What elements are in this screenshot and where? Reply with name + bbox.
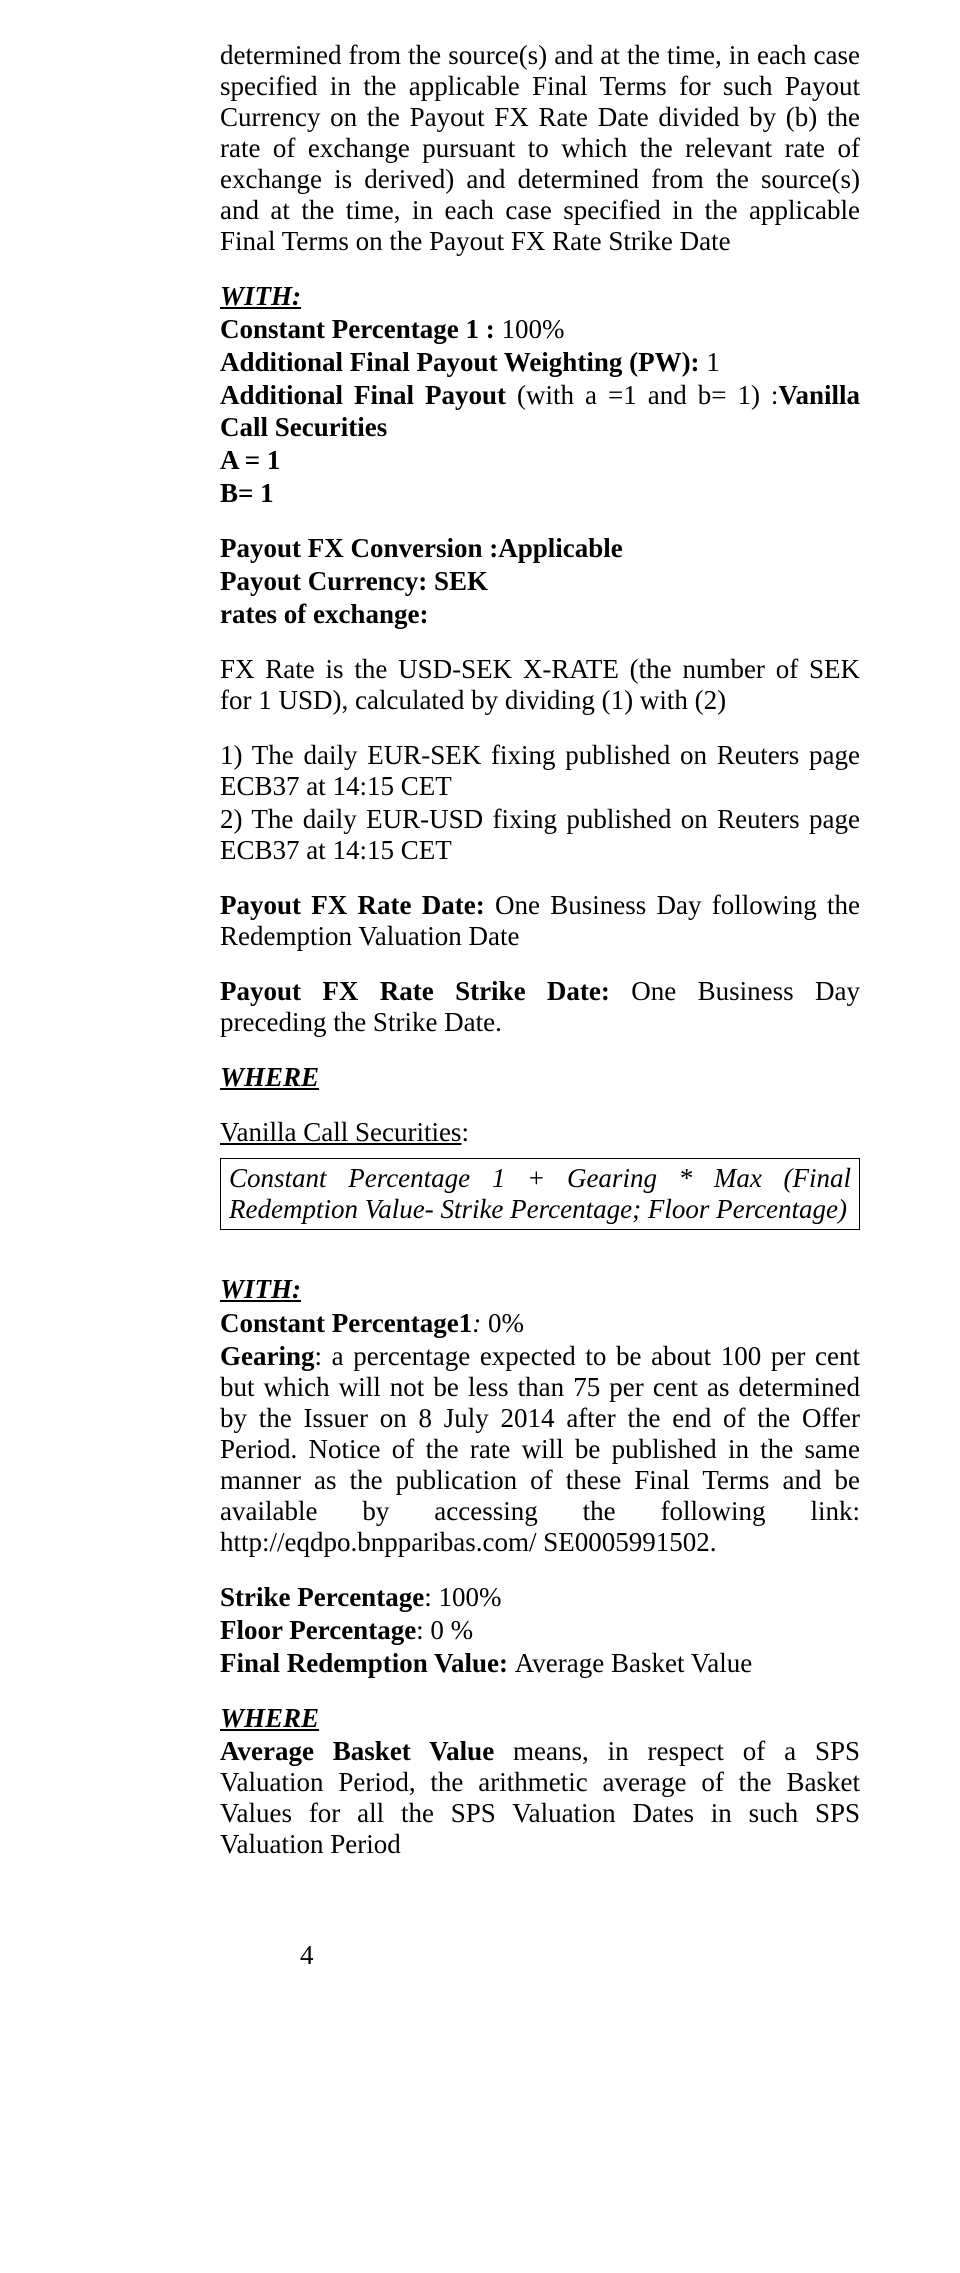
rates-label: rates of exchange: <box>220 599 860 630</box>
pfx-strike-date-label: Payout FX Rate Strike Date: <box>220 976 631 1006</box>
frv-label: Final Redemption Value: <box>220 1648 515 1678</box>
with-label-2: WITH: <box>220 1274 860 1305</box>
frv-line: Final Redemption Value: Average Basket V… <box>220 1648 860 1679</box>
gearing-label: Gearing <box>220 1341 315 1371</box>
afp-pre: Additional Final Payout <box>220 380 517 410</box>
page-number: 4 <box>220 1940 860 1971</box>
formula-box: Constant Percentage 1 + Gearing * Max (F… <box>220 1158 860 1230</box>
pcur-value: SEK <box>434 566 488 596</box>
vanilla-call-label: Vanilla Call Securities: <box>220 1117 860 1148</box>
fixing-2: 2) The daily EUR-USD fixing published on… <box>220 804 860 866</box>
pfx-conv-value: Applicable <box>498 533 623 563</box>
a-eq: A = 1 <box>220 445 860 476</box>
afp-mid: (with a =1 and b= 1) : <box>517 380 778 410</box>
floor-pct-value: : 0 % <box>416 1615 473 1645</box>
strike-percentage-line: Strike Percentage: 100% <box>220 1582 860 1613</box>
constant-percentage-1-line: Constant Percentage 1 : 100% <box>220 314 860 345</box>
pfx-rate-date-line: Payout FX Rate Date: One Business Day fo… <box>220 890 860 952</box>
payout-fx-conversion-line: Payout FX Conversion :Applicable <box>220 533 860 564</box>
cp1b-label: Constant Percentage1 <box>220 1308 472 1338</box>
constant-percentage-1b-line: Constant Percentage1: 0% <box>220 1308 860 1339</box>
afp-line: Additional Final Payout (with a =1 and b… <box>220 380 860 442</box>
strike-pct-value: : 100% <box>424 1582 501 1612</box>
afpw-value: 1 <box>706 347 720 377</box>
where-label-1: WHERE <box>220 1062 860 1093</box>
gearing-paragraph: Gearing: a percentage expected to be abo… <box>220 1341 860 1558</box>
b-eq: B= 1 <box>220 478 860 509</box>
abv-label: Average Basket Value <box>220 1736 513 1766</box>
where-label-2: WHERE <box>220 1703 860 1734</box>
frv-value: Average Basket Value <box>515 1648 752 1678</box>
gearing-text: : a percentage expected to be about 100 … <box>220 1341 860 1557</box>
cp1b-value: 0% <box>488 1308 524 1338</box>
pfx-rate-date-label: Payout FX Rate Date: <box>220 890 495 920</box>
abv-paragraph: Average Basket Value means, in respect o… <box>220 1736 860 1860</box>
floor-pct-label: Floor Percentage <box>220 1615 416 1645</box>
pfx-strike-date-line: Payout FX Rate Strike Date: One Business… <box>220 976 860 1038</box>
vanilla-label-text: Vanilla Call Securities <box>220 1117 461 1147</box>
fixing-1: 1) The daily EUR-SEK fixing published on… <box>220 740 860 802</box>
floor-percentage-line: Floor Percentage: 0 % <box>220 1615 860 1646</box>
cp1-label: Constant Percentage 1 : <box>220 314 501 344</box>
with-label-1: WITH: <box>220 281 860 312</box>
strike-pct-label: Strike Percentage <box>220 1582 424 1612</box>
cp1b-colon: : <box>472 1308 488 1338</box>
pcur-label: Payout Currency: <box>220 566 434 596</box>
fx-rate-paragraph: FX Rate is the USD-SEK X-RATE (the numbe… <box>220 654 860 716</box>
intro-paragraph: determined from the source(s) and at the… <box>220 40 860 257</box>
document-page: determined from the source(s) and at the… <box>0 0 960 2273</box>
payout-currency-line: Payout Currency: SEK <box>220 566 860 597</box>
cp1-value: 100% <box>501 314 564 344</box>
vanilla-colon: : <box>461 1117 469 1147</box>
afpw-line: Additional Final Payout Weighting (PW): … <box>220 347 860 378</box>
afpw-label: Additional Final Payout Weighting (PW): <box>220 347 706 377</box>
pfx-conv-label: Payout FX Conversion : <box>220 533 498 563</box>
